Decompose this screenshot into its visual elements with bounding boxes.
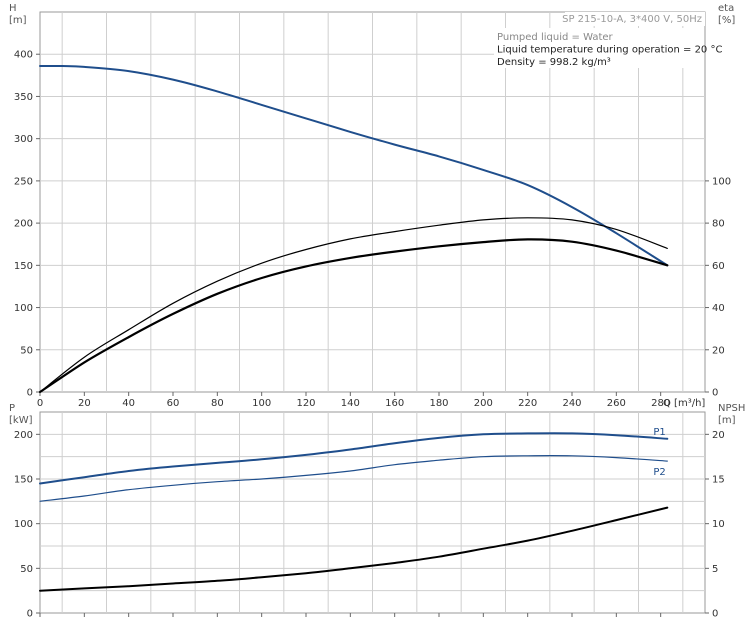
top-x-tick-label: 120 xyxy=(296,398,315,409)
top-x-tick-label: 160 xyxy=(385,398,404,409)
bottom-series-label-p1: P1 xyxy=(653,427,665,438)
top-annotation-line: Pumped liquid = Water xyxy=(497,32,614,43)
top-x-tick-label: 140 xyxy=(341,398,360,409)
top-left-tick-label: 0 xyxy=(27,388,33,399)
top-left-tick-label: 350 xyxy=(14,92,33,103)
top-series-line-0 xyxy=(39,64,669,267)
top-x-tick-label: 60 xyxy=(167,398,180,409)
top-x-tick-label: 200 xyxy=(474,398,493,409)
top-x-tick-label: 100 xyxy=(252,398,271,409)
top-x-tick-label: 20 xyxy=(78,398,91,409)
top-x-tick-label: 260 xyxy=(607,398,626,409)
top-x-tick-label: 220 xyxy=(518,398,537,409)
top-right-axis-label: eta xyxy=(718,3,734,14)
top-title-backdrop xyxy=(565,12,705,26)
top-annotation-line: Density = 998.2 kg/m³ xyxy=(497,57,611,68)
top-left-tick-label: 200 xyxy=(14,219,33,230)
top-right-tick-label: 40 xyxy=(712,303,725,314)
top-left-tick-label: 50 xyxy=(20,345,33,356)
bottom-right-tick-label: 10 xyxy=(712,519,725,530)
top-left-tick-label: 300 xyxy=(14,134,33,145)
top-left-tick-label: 100 xyxy=(14,303,33,314)
top-series-line-2 xyxy=(38,238,669,394)
top-left-tick-label: 400 xyxy=(14,50,33,61)
top-right-tick-label: 80 xyxy=(712,219,725,230)
bottom-series-line-2 xyxy=(39,506,669,592)
top-x-axis-label: Q [m³/h] xyxy=(663,398,705,409)
power-npsh-panel: 0 50 100 150 200 0 5 10 15 20 P[kW] NPSH[m] P1 P2 xyxy=(9,403,745,620)
head-efficiency-panel: 0 20 40 60 80 100 120 140 160 180 200 220 240 260 280Q… xyxy=(9,3,735,409)
top-left-axis-label: [m] xyxy=(9,15,27,26)
top-annotation-backdrop xyxy=(494,28,704,68)
top-x-tick-label: 80 xyxy=(211,398,224,409)
top-x-tick-label: 280 xyxy=(651,398,670,409)
bottom-right-axis-label: [m] xyxy=(718,415,736,426)
top-chart-title: SP 215-10-A, 3*400 V, 50Hz xyxy=(562,14,702,25)
top-series-line-1 xyxy=(39,217,668,393)
bottom-left-tick-label: 200 xyxy=(14,430,33,441)
bottom-left-tick-label: 0 xyxy=(27,609,33,620)
top-right-tick-label: 0 xyxy=(712,388,718,399)
top-left-tick-label: 150 xyxy=(14,261,33,272)
bottom-left-axis-label: [kW] xyxy=(9,415,33,426)
top-x-tick-label: 40 xyxy=(122,398,135,409)
top-left-axis-label: H xyxy=(9,3,17,14)
bottom-right-tick-label: 0 xyxy=(712,609,718,620)
bottom-right-tick-label: 20 xyxy=(712,430,725,441)
bottom-right-tick-label: 15 xyxy=(712,475,725,486)
top-x-tick-label: 0 xyxy=(37,398,43,409)
bottom-left-tick-label: 150 xyxy=(14,475,33,486)
bottom-series-line-p2 xyxy=(39,455,668,502)
top-right-tick-label: 60 xyxy=(712,261,725,272)
bottom-left-tick-label: 100 xyxy=(14,519,33,530)
bottom-series-label-p2: P2 xyxy=(653,467,665,478)
bottom-left-axis-label: P xyxy=(9,403,15,414)
top-right-tick-label: 100 xyxy=(712,176,731,187)
bottom-right-tick-label: 5 xyxy=(712,564,718,575)
bottom-series-line-p1 xyxy=(39,432,669,485)
top-left-tick-label: 250 xyxy=(14,176,33,187)
top-x-tick-label: 180 xyxy=(429,398,448,409)
top-annotation-line: Liquid temperature during operation = 20… xyxy=(497,45,722,56)
top-x-tick-label: 240 xyxy=(562,398,581,409)
top-right-axis-label: [%] xyxy=(718,15,735,26)
bottom-right-axis-label: NPSH xyxy=(718,403,745,414)
top-right-tick-label: 20 xyxy=(712,345,725,356)
bottom-left-tick-label: 50 xyxy=(20,564,33,575)
